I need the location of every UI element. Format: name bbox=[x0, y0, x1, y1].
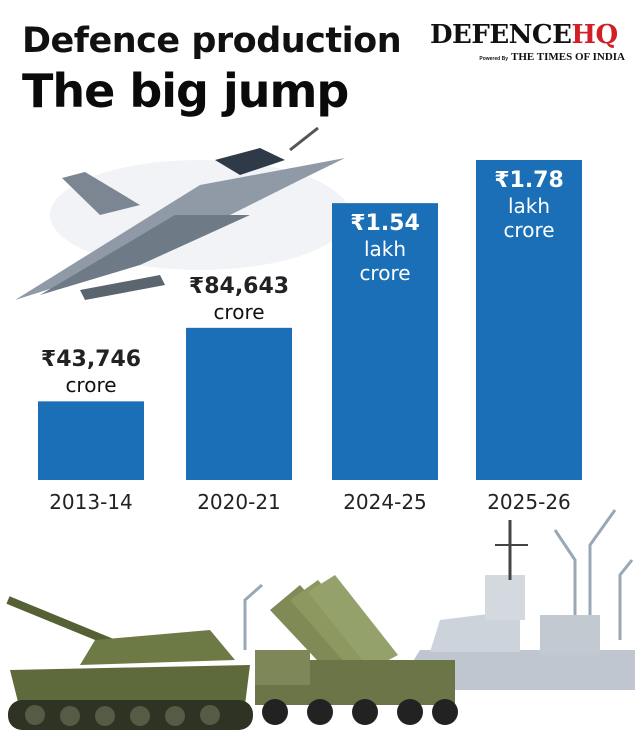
data-label-unit: lakh bbox=[363, 237, 407, 262]
data-label: ₹43,746 crore bbox=[28, 347, 154, 397]
data-label-value: ₹1.78 bbox=[494, 168, 564, 193]
missile-launcher-truck-icon bbox=[255, 575, 458, 725]
brand-name: DEFENCE bbox=[430, 20, 572, 50]
chart-title: Defence production bbox=[22, 21, 402, 61]
data-label: ₹1.78 lakh crore bbox=[466, 168, 592, 242]
data-label-unit: lakh bbox=[507, 194, 551, 218]
x-tick-label: 2024-25 bbox=[343, 490, 427, 514]
x-tick-label: 2013-14 bbox=[49, 490, 133, 514]
bar-2024-25 bbox=[332, 203, 438, 481]
port-cranes-icon bbox=[243, 509, 634, 650]
brand-powered-by: Powered By bbox=[479, 56, 508, 62]
bar-2025-26 bbox=[476, 160, 582, 480]
brand-accent: HQ bbox=[571, 20, 618, 50]
bar-2013-14 bbox=[38, 401, 144, 480]
brand-logo: DEFENCEHQ Powered By THE TIMES OF INDIA bbox=[430, 22, 625, 63]
data-label-unit: crore bbox=[503, 218, 555, 242]
x-tick-label: 2020-21 bbox=[197, 490, 281, 514]
data-label-unit: crore bbox=[213, 299, 265, 324]
tank-icon bbox=[6, 596, 253, 730]
data-label-unit: crore bbox=[359, 261, 411, 286]
fighter-jet-icon bbox=[15, 126, 350, 300]
data-label-value: ₹84,643 bbox=[188, 273, 290, 299]
data-label: ₹84,643 crore bbox=[176, 274, 302, 324]
data-label-value: ₹43,746 bbox=[40, 347, 142, 373]
data-label: ₹1.54 lakh crore bbox=[322, 211, 448, 285]
brand-partner: THE TIMES OF INDIA bbox=[511, 51, 625, 63]
bar-2020-21 bbox=[186, 327, 292, 480]
data-label-value: ₹1.54 bbox=[350, 211, 420, 237]
x-tick-label: 2025-26 bbox=[487, 490, 571, 514]
data-label-unit: crore bbox=[65, 373, 117, 398]
chart-subtitle: The big jump bbox=[22, 64, 349, 118]
